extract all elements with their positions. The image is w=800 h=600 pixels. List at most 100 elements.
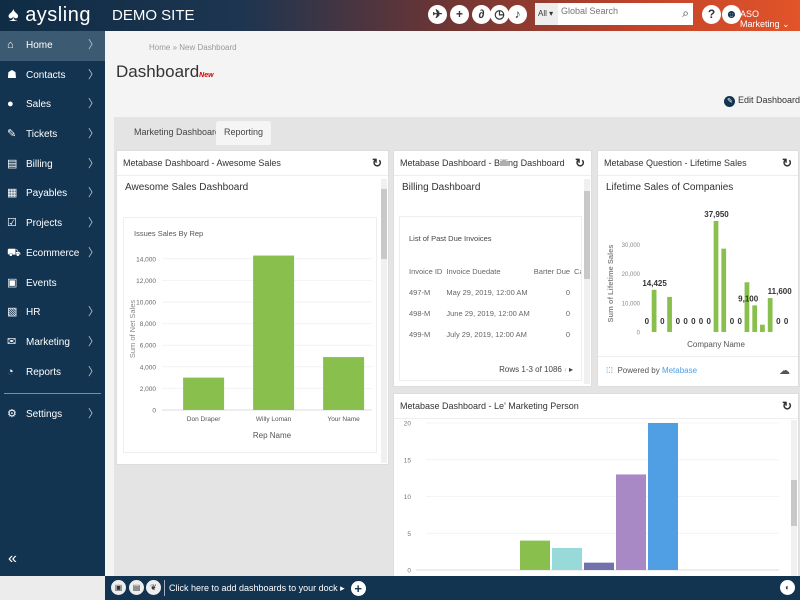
search-input[interactable] <box>561 6 671 16</box>
plus-icon[interactable]: + <box>450 5 469 24</box>
gear-icon: ⚙ <box>7 408 17 421</box>
user-menu[interactable]: ASO Marketing ⌄ <box>740 9 790 29</box>
contacts-icon: ☗ <box>7 68 17 81</box>
sidebar-item-payables[interactable]: ▦ Payables 〉 <box>0 179 105 209</box>
y-tick-label: 10,000 <box>136 300 156 307</box>
panel-awesome-sales: Metabase Dashboard - Awesome Sales ↻ Awe… <box>116 150 389 465</box>
table-cell: 0 <box>565 330 571 339</box>
column-header[interactable]: Barter Due <box>533 267 571 276</box>
column-header[interactable]: Invoice Duedate <box>446 267 501 276</box>
y-tick-label: 12,000 <box>136 278 156 285</box>
reports-icon: ◔ <box>7 365 14 378</box>
sidebar-item-tickets[interactable]: ✎ Tickets 〉 <box>0 120 105 150</box>
refresh-icon[interactable]: ↻ <box>371 156 382 170</box>
logo[interactable]: ♠ aysling <box>8 4 91 27</box>
marketing-chart: 0 5 10 15 20 <box>404 421 779 575</box>
data-label: 0 <box>683 317 688 326</box>
scrollbar[interactable] <box>381 179 387 463</box>
sidebar-item-settings[interactable]: ⚙ Settings 〉 <box>0 400 105 430</box>
table-cell: 0 <box>565 309 571 318</box>
refresh-icon[interactable]: ↻ <box>781 156 792 170</box>
sidebar-item-marketing[interactable]: ✉ Marketing 〉 <box>0 328 105 358</box>
new-badge: New <box>199 72 214 79</box>
projects-icon: ☑ <box>7 217 17 230</box>
sales-icon: ● <box>7 98 14 111</box>
add-dashboards-to-dock-link[interactable]: Click here to add dashboards to your doc… <box>169 582 345 593</box>
table-cell: 1 <box>572 303 581 324</box>
tab-reporting[interactable]: Reporting <box>216 121 272 145</box>
help-icon[interactable]: ? <box>702 5 721 24</box>
search-icon[interactable]: ⌕ <box>682 6 689 20</box>
dock-toggle-icon[interactable]: ◐ <box>780 580 795 595</box>
home-icon: ⌂ <box>7 39 14 51</box>
next-page-icon[interactable]: ▸ <box>568 365 573 374</box>
panel-header: Metabase Dashboard - Awesome Sales <box>117 151 388 176</box>
bar <box>323 357 365 410</box>
panel-lifetime-sales: Metabase Question - Lifetime Sales ↻ Lif… <box>597 150 799 387</box>
table-cell: 498-M <box>409 309 431 318</box>
question-title: Lifetime Sales of Companies <box>606 182 734 193</box>
y-tick-label: 6,000 <box>140 343 157 350</box>
add-to-dock-button[interactable]: + <box>350 580 366 596</box>
table-cell: June 29, 2019, 12:00 AM <box>446 309 530 318</box>
metabase-link[interactable]: Metabase <box>661 366 698 375</box>
dock-calendar-icon[interactable]: ▤ <box>129 580 144 595</box>
tickets-icon: ✎ <box>7 128 17 141</box>
table-row[interactable]: 497-M May 29, 2019, 12:00 AM 01 <box>407 282 581 303</box>
sidebar-item-label: Contacts <box>26 69 66 81</box>
edit-dashboard-button[interactable]: ✎ Edit Dashboard <box>724 95 800 107</box>
bar <box>520 540 550 570</box>
table-cell: May 29, 2019, 12:00 AM <box>446 288 528 297</box>
sidebar-item-projects[interactable]: ☑ Projects 〉 <box>0 209 105 239</box>
sidebar-item-events[interactable]: ▣ Events <box>0 269 105 299</box>
bar <box>752 305 758 332</box>
refresh-icon[interactable]: ↻ <box>574 156 585 170</box>
bar <box>721 248 727 332</box>
sidebar-item-ecommerce[interactable]: ⛟ Ecommerce 〉 <box>0 239 105 269</box>
data-label: 0 <box>737 317 742 326</box>
table-cell: July 29, 2019, 12:00 AM <box>446 330 527 339</box>
chart-title: Issues Sales By Rep <box>134 229 204 238</box>
breadcrumb[interactable]: Home » New Dashboard <box>149 43 237 52</box>
dock-dashboard-icon[interactable]: ▣ <box>111 580 126 595</box>
scrollbar[interactable] <box>584 179 590 384</box>
dock-apple-icon[interactable]: ❦ <box>146 580 161 595</box>
rocket-icon[interactable]: ✈ <box>428 5 447 24</box>
column-header[interactable]: Cash <box>574 267 581 276</box>
user-avatar-icon[interactable]: ☻ <box>722 5 741 24</box>
table-cell: 497-M <box>409 288 431 297</box>
sidebar-item-reports[interactable]: ◔ Reports 〉 <box>0 358 105 388</box>
table-cell <box>572 324 581 345</box>
sidebar-item-label: Billing <box>26 158 53 170</box>
sidebar-item-hr[interactable]: ▧ HR 〉 <box>0 298 105 328</box>
page-title-text: Dashboard <box>116 62 200 81</box>
y-tick-label: 10,000 <box>622 301 641 307</box>
y-tick-label: 0 <box>637 331 641 337</box>
panel-header: Metabase Dashboard - Billing Dashboard <box>394 151 591 176</box>
dashboard-title: Billing Dashboard <box>402 182 481 193</box>
tab-marketing-dashboard[interactable]: Marketing Dashboard <box>134 127 221 137</box>
y-tick-label: 0 <box>407 568 411 575</box>
column-header[interactable]: Invoice ID <box>409 267 443 276</box>
refresh-icon[interactable]: ↻ <box>781 399 792 413</box>
logo-text: aysling <box>25 4 91 26</box>
sidebar-item-billing[interactable]: ▤ Billing 〉 <box>0 150 105 180</box>
scrollbar[interactable] <box>791 420 797 580</box>
download-cloud-icon[interactable]: ☁ <box>779 365 790 377</box>
collapse-sidebar-icon[interactable]: « <box>8 550 17 567</box>
sidebar-item-contacts[interactable]: ☗ Contacts 〉 <box>0 61 105 91</box>
link-icon[interactable]: ∂ <box>472 5 491 24</box>
clock-icon[interactable]: ◷ <box>490 5 509 24</box>
sidebar-item-home[interactable]: ⌂ Home 〉 <box>0 31 105 61</box>
search-scope-select[interactable]: All ▾ <box>535 3 558 25</box>
sidebar-item-sales[interactable]: ● Sales 〉 <box>0 90 105 120</box>
y-tick-label: 20 <box>404 421 412 428</box>
x-tick-label: Your Name <box>327 416 360 423</box>
table-row[interactable]: 498-M June 29, 2019, 12:00 AM 01 <box>407 303 581 324</box>
bell-icon[interactable]: ♪ <box>508 5 527 24</box>
sales-by-rep-chart: 0 2,000 4,000 6,000 8,000 10,000 12,000 14,000 D… <box>128 255 372 440</box>
table-row[interactable]: 499-M July 29, 2019, 12:00 AM 0 <box>407 324 581 345</box>
prev-page-icon[interactable]: ‹ <box>564 365 567 374</box>
